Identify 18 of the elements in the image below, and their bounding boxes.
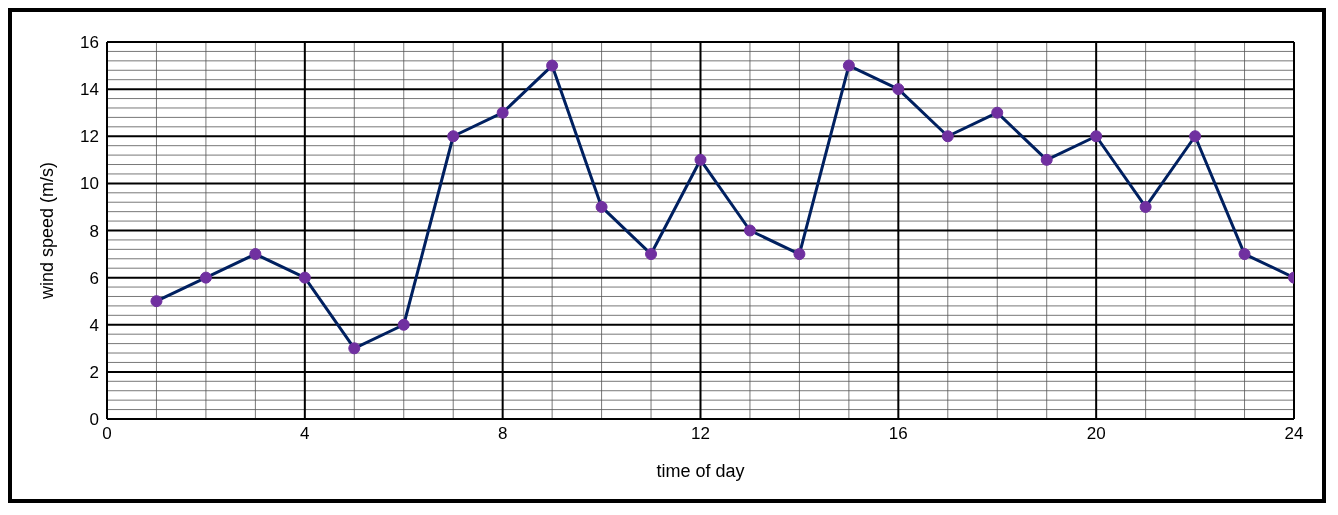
y-tick-label: 8	[89, 221, 99, 241]
x-tick-label: 8	[497, 424, 508, 444]
y-tick-label: 12	[80, 127, 99, 147]
y-tick-label: 16	[80, 33, 99, 53]
y-tick-label: 4	[89, 315, 99, 335]
y-tick-label: 6	[89, 268, 99, 288]
x-axis-title: time of day	[656, 461, 745, 481]
x-tick-label: 4	[300, 424, 310, 444]
x-tick-label: 12	[691, 424, 710, 444]
y-tick-label: 14	[80, 80, 99, 100]
y-tick-label: 10	[80, 174, 99, 194]
y-tick-label: 0	[89, 410, 99, 430]
x-tick-label: 20	[1086, 424, 1106, 444]
y-tick-label: 2	[89, 362, 99, 382]
x-tick-label: 24	[1284, 424, 1304, 444]
x-tick-label: 16	[888, 424, 908, 444]
x-tick-label: 0	[102, 424, 112, 444]
y-axis-title: wind speed (m/s)	[37, 161, 58, 301]
